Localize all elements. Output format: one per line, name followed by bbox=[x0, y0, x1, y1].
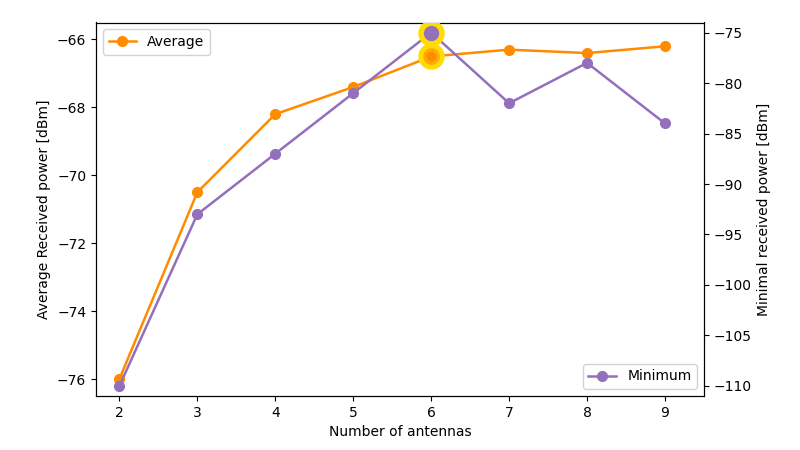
Legend: Minimum: Minimum bbox=[583, 364, 697, 389]
Minimum bbox=[349, 90, 358, 96]
Average bbox=[582, 50, 592, 56]
X-axis label: Number of antennas: Number of antennas bbox=[329, 425, 471, 439]
Minimum bbox=[504, 100, 514, 106]
Minimum bbox=[582, 60, 592, 66]
Average bbox=[504, 47, 514, 52]
Y-axis label: Average Received power [dBm]: Average Received power [dBm] bbox=[38, 99, 51, 319]
Minimum bbox=[270, 151, 280, 157]
Average bbox=[270, 112, 280, 117]
Line: Minimum: Minimum bbox=[114, 28, 670, 391]
Legend: Average: Average bbox=[103, 29, 210, 54]
Average bbox=[114, 376, 124, 382]
Average bbox=[349, 84, 358, 90]
Minimum bbox=[426, 30, 436, 35]
Average bbox=[660, 44, 670, 49]
Minimum bbox=[660, 121, 670, 126]
Y-axis label: Minimal received power [dBm]: Minimal received power [dBm] bbox=[758, 103, 771, 316]
Minimum bbox=[193, 212, 202, 217]
Minimum bbox=[114, 383, 124, 389]
Average bbox=[193, 189, 202, 195]
Line: Average: Average bbox=[114, 41, 670, 384]
Average bbox=[426, 54, 436, 59]
